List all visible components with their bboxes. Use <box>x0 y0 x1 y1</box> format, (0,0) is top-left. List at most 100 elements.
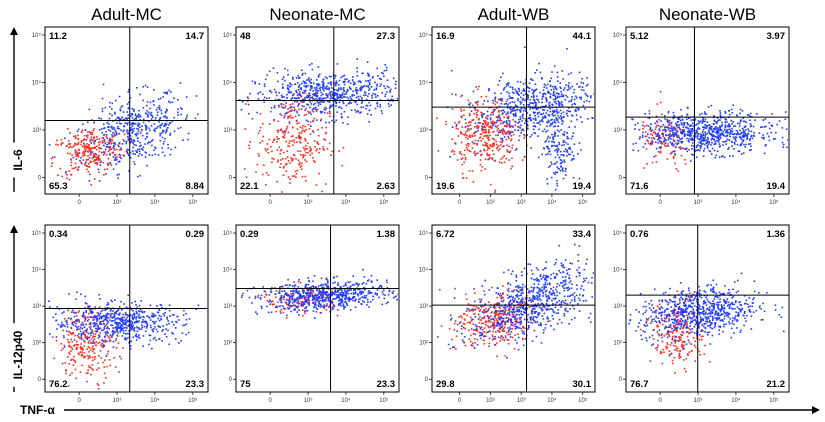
data-point <box>94 323 96 326</box>
data-point <box>349 281 351 283</box>
data-point <box>575 95 577 98</box>
data-point <box>489 134 491 137</box>
data-point <box>87 134 89 136</box>
data-point <box>338 106 340 109</box>
data-point <box>128 88 130 91</box>
data-point <box>313 93 315 95</box>
data-point <box>87 305 90 308</box>
data-point <box>510 96 512 99</box>
data-point <box>363 84 366 87</box>
data-point <box>103 152 106 155</box>
data-point <box>696 145 698 147</box>
data-point <box>87 163 90 165</box>
data-point <box>308 98 311 101</box>
data-point <box>645 135 648 137</box>
data-point <box>492 124 494 127</box>
data-point <box>718 156 721 158</box>
data-point <box>91 147 93 149</box>
data-point <box>293 298 296 301</box>
data-point <box>149 334 152 337</box>
data-point <box>371 95 373 97</box>
data-point <box>312 103 315 106</box>
data-point <box>99 323 101 325</box>
data-point <box>130 340 133 343</box>
data-point <box>153 313 155 316</box>
data-point <box>545 100 548 103</box>
data-point <box>90 142 92 144</box>
data-point <box>675 124 678 127</box>
data-point <box>566 109 568 112</box>
data-point <box>564 174 567 176</box>
data-point <box>79 337 81 340</box>
data-point <box>81 347 83 349</box>
data-point <box>340 87 342 89</box>
data-point <box>171 331 173 334</box>
data-point <box>113 142 116 144</box>
data-point <box>167 143 169 146</box>
data-point <box>721 121 723 124</box>
data-point <box>695 131 698 134</box>
data-point <box>188 318 191 320</box>
data-point <box>704 124 706 126</box>
x-axis-arrow-head <box>812 406 820 414</box>
data-point <box>330 87 333 89</box>
data-point <box>697 127 699 130</box>
data-point <box>690 124 693 127</box>
data-point <box>562 115 565 118</box>
data-point <box>289 182 291 184</box>
data-point <box>292 294 295 297</box>
data-point <box>384 64 386 66</box>
data-point <box>496 147 498 150</box>
data-point <box>106 332 108 334</box>
data-point <box>717 138 720 140</box>
data-point <box>696 137 699 140</box>
data-point <box>69 331 71 334</box>
data-point <box>489 144 491 146</box>
data-point <box>658 137 660 140</box>
data-point <box>76 291 78 294</box>
data-point <box>87 316 89 318</box>
data-point <box>101 140 104 142</box>
data-point <box>67 143 70 145</box>
data-point <box>292 135 294 137</box>
data-point <box>663 140 665 142</box>
data-point <box>75 166 77 169</box>
data-point <box>139 141 141 144</box>
data-point <box>93 154 96 157</box>
data-point <box>465 122 467 124</box>
data-point <box>113 132 115 135</box>
data-point <box>289 110 292 112</box>
data-point <box>286 284 288 286</box>
data-point <box>521 115 524 117</box>
data-point <box>107 332 109 334</box>
data-point <box>177 108 179 111</box>
quadrant-bottom-left: 19.6 <box>436 181 455 192</box>
data-point <box>479 136 482 139</box>
data-point <box>735 140 737 142</box>
data-point <box>766 132 769 135</box>
y-tick-label: 10³ <box>613 128 622 134</box>
data-point <box>549 150 551 152</box>
data-point <box>541 96 544 98</box>
x-tick-label: 0 <box>458 200 462 206</box>
data-point <box>763 136 765 139</box>
data-point <box>301 92 304 94</box>
data-point <box>386 281 388 284</box>
data-point <box>348 102 350 105</box>
data-point <box>123 125 126 127</box>
data-point <box>312 93 314 96</box>
data-point <box>733 133 735 136</box>
data-point <box>104 151 106 153</box>
data-point <box>374 292 377 294</box>
data-point <box>356 67 358 69</box>
data-point <box>360 102 363 104</box>
data-point <box>321 290 323 293</box>
data-point <box>312 280 314 283</box>
data-point <box>94 306 96 308</box>
data-point <box>688 148 690 151</box>
data-point <box>120 324 123 326</box>
data-point <box>310 292 312 295</box>
data-point <box>114 312 116 314</box>
data-point <box>704 120 706 123</box>
data-point <box>376 101 379 104</box>
